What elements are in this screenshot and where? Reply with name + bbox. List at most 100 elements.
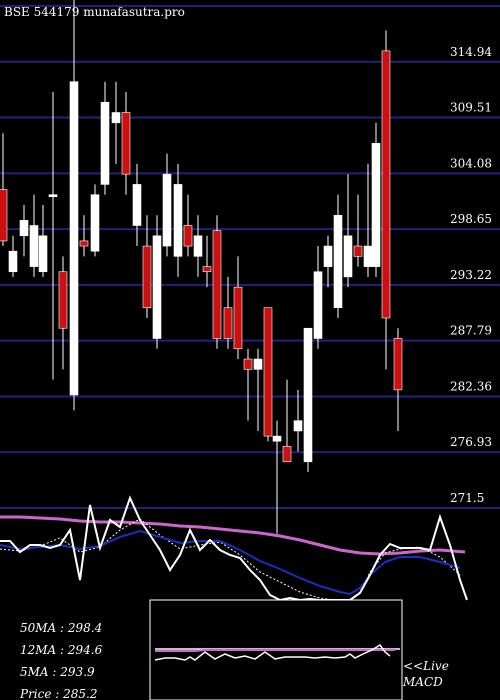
ma-legend-entry: 50MA : 298.4 — [20, 621, 102, 635]
candle — [371, 122, 381, 277]
ma-legend-entry: 5MA : 293.9 — [20, 665, 95, 679]
candle — [162, 153, 172, 257]
candle — [243, 348, 253, 421]
price-tick-label: 282.36 — [450, 379, 492, 393]
candle-body — [162, 173, 172, 247]
candle — [323, 235, 333, 288]
candle-body — [0, 189, 8, 242]
candle-body — [8, 250, 18, 273]
candle — [8, 235, 18, 277]
candle-body — [121, 112, 131, 175]
candle-body — [183, 225, 193, 247]
candle — [142, 215, 152, 318]
candle-body — [202, 266, 212, 273]
candle — [69, 0, 79, 411]
candle — [272, 420, 282, 534]
candle — [263, 307, 273, 442]
candle-body — [393, 338, 403, 391]
candle-body — [282, 446, 292, 463]
candle-body — [371, 143, 381, 267]
candle — [90, 184, 100, 257]
candle — [48, 91, 58, 380]
candle-body — [48, 194, 58, 197]
candle-body — [152, 235, 162, 339]
candle-body — [90, 194, 100, 252]
candle — [212, 215, 222, 349]
candle-body — [333, 214, 343, 308]
candle-body — [263, 307, 273, 437]
candle-body — [100, 101, 110, 185]
candle — [353, 194, 363, 267]
price-tick-label: 314.94 — [450, 45, 492, 59]
price-tick-label: 276.93 — [450, 435, 492, 449]
price-tick-label: 287.79 — [450, 324, 492, 338]
candle-body — [69, 81, 79, 396]
price-tick-label: 309.51 — [450, 101, 492, 115]
candle — [111, 81, 121, 164]
candle — [183, 194, 193, 257]
candle — [193, 215, 203, 277]
candle-body — [293, 420, 303, 432]
price-tick-label: 298.65 — [450, 212, 492, 226]
candle — [173, 163, 183, 277]
candle — [0, 133, 8, 247]
candle — [121, 91, 131, 195]
price-line — [0, 495, 468, 602]
candle-body — [323, 245, 333, 267]
candle-body — [193, 235, 203, 257]
candle-body — [313, 271, 323, 339]
candle — [333, 194, 343, 318]
candle-body — [111, 112, 121, 124]
candle — [381, 30, 391, 370]
ma-legend: 50MA : 298.4 12MA : 294.6 5MA : 293.9 Price… — [19, 621, 103, 700]
candle — [132, 163, 142, 247]
candle-body — [132, 184, 142, 226]
candle-body — [353, 245, 363, 257]
candle — [343, 174, 353, 288]
candle — [100, 81, 110, 195]
chart-title: BSE 544179 munafasutra.pro — [4, 5, 185, 19]
candlesticks — [0, 0, 403, 534]
candle — [393, 328, 403, 431]
candle — [282, 379, 292, 463]
candle — [303, 327, 313, 473]
macd-label-line: <<Live — [403, 659, 449, 673]
candle — [293, 389, 303, 452]
ma-legend-entry: Price : 285.2 — [19, 687, 98, 700]
candle-body — [272, 435, 282, 442]
candle — [202, 235, 212, 288]
candle — [363, 163, 373, 277]
macd-label-line: MACD — [402, 675, 443, 689]
ma-legend-entry: 12MA : 294.6 — [20, 643, 103, 657]
candle-body — [381, 50, 391, 319]
candle-body — [363, 245, 373, 267]
candle-body — [19, 220, 29, 237]
candle-body — [303, 327, 313, 463]
candle-body — [38, 235, 48, 273]
candle-body — [29, 225, 39, 267]
candle-body — [58, 271, 68, 329]
macd-signal-line — [155, 649, 395, 652]
candle — [38, 204, 48, 277]
price-axis-labels: 320.37 314.94 309.51 304.08 298.65 293.22 287.… — [450, 0, 492, 505]
macd-line — [154, 643, 391, 661]
price-tick-label: 293.22 — [450, 268, 492, 282]
candle-body — [243, 358, 253, 370]
macd-label: <<Live MACD — [402, 659, 449, 689]
price-tick-label: 271.5 — [450, 491, 484, 505]
candle — [313, 246, 323, 349]
candle — [79, 215, 89, 257]
candle-body — [343, 235, 353, 278]
candle — [29, 194, 39, 277]
candle-body — [223, 307, 233, 339]
candle — [58, 256, 68, 370]
price-tick-label: 304.08 — [450, 156, 492, 170]
price-tick-label: 320.37 — [450, 0, 492, 3]
ma-dotted-line — [0, 518, 461, 601]
candle-body — [142, 245, 152, 308]
candle — [223, 276, 233, 349]
candle-body — [253, 358, 263, 370]
candle-body — [233, 286, 243, 350]
ma-mid-line — [0, 529, 461, 596]
